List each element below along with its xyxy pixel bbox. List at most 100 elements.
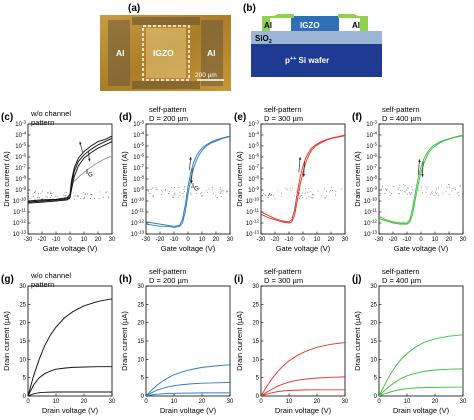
- series-line-1: [261, 134, 345, 223]
- annotation-line: D = 300 µm: [264, 114, 303, 123]
- y-tick-label: 10-5: [248, 142, 259, 151]
- y-tick-label: 10-7: [133, 164, 144, 173]
- annotation-line: w/o channel: [30, 271, 71, 280]
- x-tick-label: -10: [403, 237, 412, 243]
- noise-point: [74, 198, 76, 200]
- noise-point: [448, 186, 450, 188]
- noise-point: [261, 193, 262, 195]
- noise-point: [308, 195, 310, 197]
- noise-point: [292, 188, 294, 190]
- x-tick-label: 20: [213, 237, 220, 243]
- annotation-line: D = 400 µm: [382, 114, 421, 123]
- noise-point: [183, 189, 185, 191]
- y-tick-label: 10-13: [364, 230, 378, 239]
- noise-point: [221, 189, 223, 191]
- noise-point: [149, 193, 151, 195]
- series-line-1: [146, 135, 230, 227]
- panel-b-igzo: IGZO: [300, 21, 320, 30]
- y-tick-label: 10-3: [133, 120, 144, 129]
- y-tick-label: 20: [137, 321, 144, 327]
- noise-point: [299, 192, 301, 194]
- noise-point: [49, 191, 51, 193]
- x-axis-label: Drain voltage (V): [160, 406, 217, 415]
- noise-point: [152, 194, 154, 196]
- noise-point: [99, 191, 101, 193]
- noise-point: [448, 184, 450, 186]
- x-tick-label: 30: [342, 399, 349, 405]
- charts: (c)-30 -20 -10 0 10 20 3010-1310-1210-1110-101…: [1, 105, 467, 415]
- noise-point: [211, 187, 213, 189]
- noise-point: [37, 197, 39, 198]
- noise-point: [98, 197, 100, 199]
- noise-point: [212, 192, 214, 194]
- x-axis-label: Drain voltage (V): [275, 406, 332, 415]
- noise-point: [427, 186, 429, 188]
- series-line-3: [28, 391, 112, 396]
- chart-i: (i) 0 10 20 30 0 5 10 15 20 25 30 Drain voltage (V) D…: [234, 267, 349, 415]
- noise-point: [174, 192, 176, 194]
- y-tick-label: 15: [252, 339, 259, 345]
- y-tick-label: 30: [19, 284, 26, 290]
- plot-frame-g: [27, 285, 113, 397]
- noise-point: [312, 193, 314, 195]
- noise-point: [83, 196, 85, 198]
- x-tick-label: 30: [109, 237, 116, 243]
- y-axis-label: Drain current (µA): [353, 311, 362, 371]
- x-tick-label: 20: [81, 399, 88, 405]
- sweep-arrow-down-head: [421, 174, 424, 177]
- x-tick-label: 0: [301, 237, 305, 243]
- noise-point: [436, 193, 438, 195]
- noise-point: [264, 194, 266, 196]
- noise-point: [392, 186, 394, 188]
- noise-point: [207, 191, 208, 193]
- y-tick-label: 10-4: [133, 131, 144, 140]
- noise-point: [261, 195, 263, 197]
- x-tick-label: 10: [286, 399, 293, 405]
- noise-point: [152, 196, 154, 198]
- x-tick-label: -20: [38, 237, 47, 243]
- x-axis-label: Gate voltage (V): [394, 244, 449, 253]
- noise-point: [198, 188, 200, 190]
- noise-point: [277, 190, 279, 192]
- sweep-arrow-up-head: [298, 157, 302, 160]
- noise-point: [426, 188, 428, 190]
- noise-point: [50, 192, 52, 194]
- y-axis-label: Drain current (A): [353, 151, 362, 207]
- noise-point: [403, 184, 405, 185]
- noise-point: [437, 187, 439, 189]
- noise-point: [174, 194, 176, 196]
- noise-point: [310, 196, 312, 198]
- noise-point: [331, 190, 333, 191]
- noise-point: [215, 195, 217, 197]
- noise-point: [85, 193, 87, 195]
- y-tick-label: 15: [370, 339, 377, 345]
- noise-point: [265, 195, 267, 197]
- noise-point: [398, 187, 400, 189]
- noise-point: [78, 195, 80, 197]
- sweep-arrow-down-head: [190, 180, 193, 184]
- noise-point: [29, 197, 31, 199]
- series-line-2: [146, 136, 230, 228]
- x-tick-label: 10: [171, 399, 178, 405]
- y-tick-label: 10-4: [366, 131, 377, 140]
- series-line-2: [379, 368, 463, 396]
- channel-outline: [142, 25, 190, 81]
- chart-j: (j) 0 10 20 30 0 5 10 15 20 25 30 Drain voltage (V) D…: [352, 267, 467, 415]
- noise-point: [90, 193, 92, 195]
- igzo-pad: [146, 28, 186, 78]
- noise-point: [431, 190, 433, 192]
- noise-point: [459, 185, 461, 187]
- noise-point: [148, 192, 150, 194]
- noise-point: [309, 191, 311, 192]
- noise-point: [326, 190, 327, 192]
- noise-point: [83, 192, 84, 194]
- noise-point: [200, 192, 202, 194]
- plot-frame-h: [145, 285, 231, 397]
- noise-point: [335, 194, 337, 196]
- y-tick-label: 10-7: [15, 164, 26, 173]
- panel-a-igzo: IGZO: [153, 48, 174, 58]
- panel-h-label: (h): [119, 274, 132, 285]
- series-line-2: [28, 366, 112, 396]
- noise-point: [74, 195, 76, 197]
- noise-point: [45, 195, 47, 197]
